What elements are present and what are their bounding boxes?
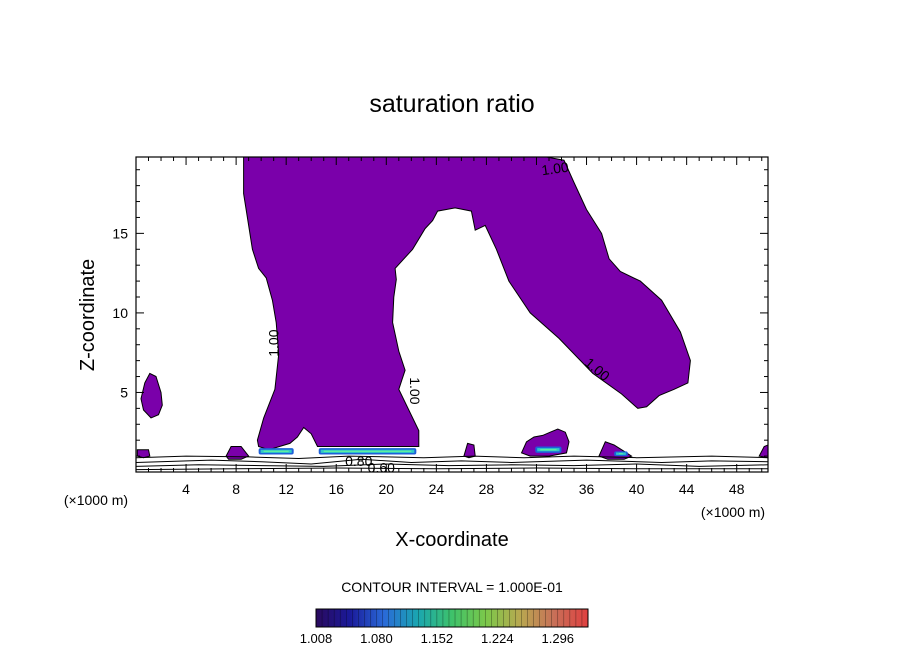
region-blob-26 (463, 442, 476, 459)
region-left-blob (140, 372, 163, 419)
contour-label: 1.00 (540, 159, 569, 179)
y-axis-label: Z-coordinate (77, 259, 99, 371)
x-tick-label: 20 (379, 481, 395, 497)
low-level-band-peak (263, 450, 289, 452)
ground-contour-line (136, 458, 768, 465)
chart-title: saturation ratio (369, 90, 534, 118)
colorbar-tick-label: 1.152 (421, 631, 454, 646)
x-tick-label: 44 (679, 481, 695, 497)
y-axis-ticks: 5 10 15 (112, 169, 768, 457)
x-units-left: (×1000 m) (64, 492, 128, 508)
ground-contour-line (136, 463, 768, 467)
contour-label: 0.60 (368, 460, 395, 476)
ground-contour-line (136, 455, 768, 460)
low-level-band-peak (540, 449, 557, 451)
x-units-right: (×1000 m) (701, 504, 765, 520)
x-tick-label: 4 (182, 481, 190, 497)
colorbar-tick-label: 1.080 (360, 631, 393, 646)
x-tick-label: 28 (479, 481, 495, 497)
x-tick-label: 32 (529, 481, 545, 497)
colorbar (315, 608, 589, 628)
colorbar-tick-label: 1.224 (481, 631, 514, 646)
contour-interval-label: CONTOUR INTERVAL = 1.000E-01 (341, 579, 563, 595)
x-tick-label: 24 (429, 481, 445, 497)
plot-frame (135, 156, 769, 473)
y-tick-label: 10 (112, 305, 128, 321)
x-tick-label: 8 (232, 481, 240, 497)
x-tick-label: 40 (629, 481, 645, 497)
contour-label: 0.80 (345, 453, 372, 469)
colorbar-levels (321, 609, 583, 627)
x-axis-label: X-coordinate (395, 529, 508, 551)
x-tick-label: 36 (579, 481, 595, 497)
contour-label: 1.00 (407, 377, 423, 404)
colorbar-tick-label: 1.008 (300, 631, 333, 646)
colorbar-tick-labels: 1.008 1.080 1.152 1.224 1.296 (300, 631, 574, 646)
x-tick-label: 48 (729, 481, 745, 497)
region-blob-8 (225, 446, 250, 460)
low-level-band-peak (323, 450, 412, 452)
region-main-plume (243, 157, 691, 451)
contour-label: 1.00 (266, 329, 282, 356)
low-level-band-peak (619, 453, 623, 455)
x-tick-label: 16 (328, 481, 344, 497)
colorbar-tick-label: 1.296 (542, 631, 575, 646)
plot-area (136, 157, 768, 471)
ground-contour-line (136, 467, 768, 471)
y-tick-label: 15 (112, 225, 128, 241)
x-tick-label: 12 (278, 481, 294, 497)
y-tick-label: 5 (120, 384, 128, 400)
x-axis-ticks: 4 8 12 16 20 24 28 32 36 40 44 48 (148, 157, 763, 497)
